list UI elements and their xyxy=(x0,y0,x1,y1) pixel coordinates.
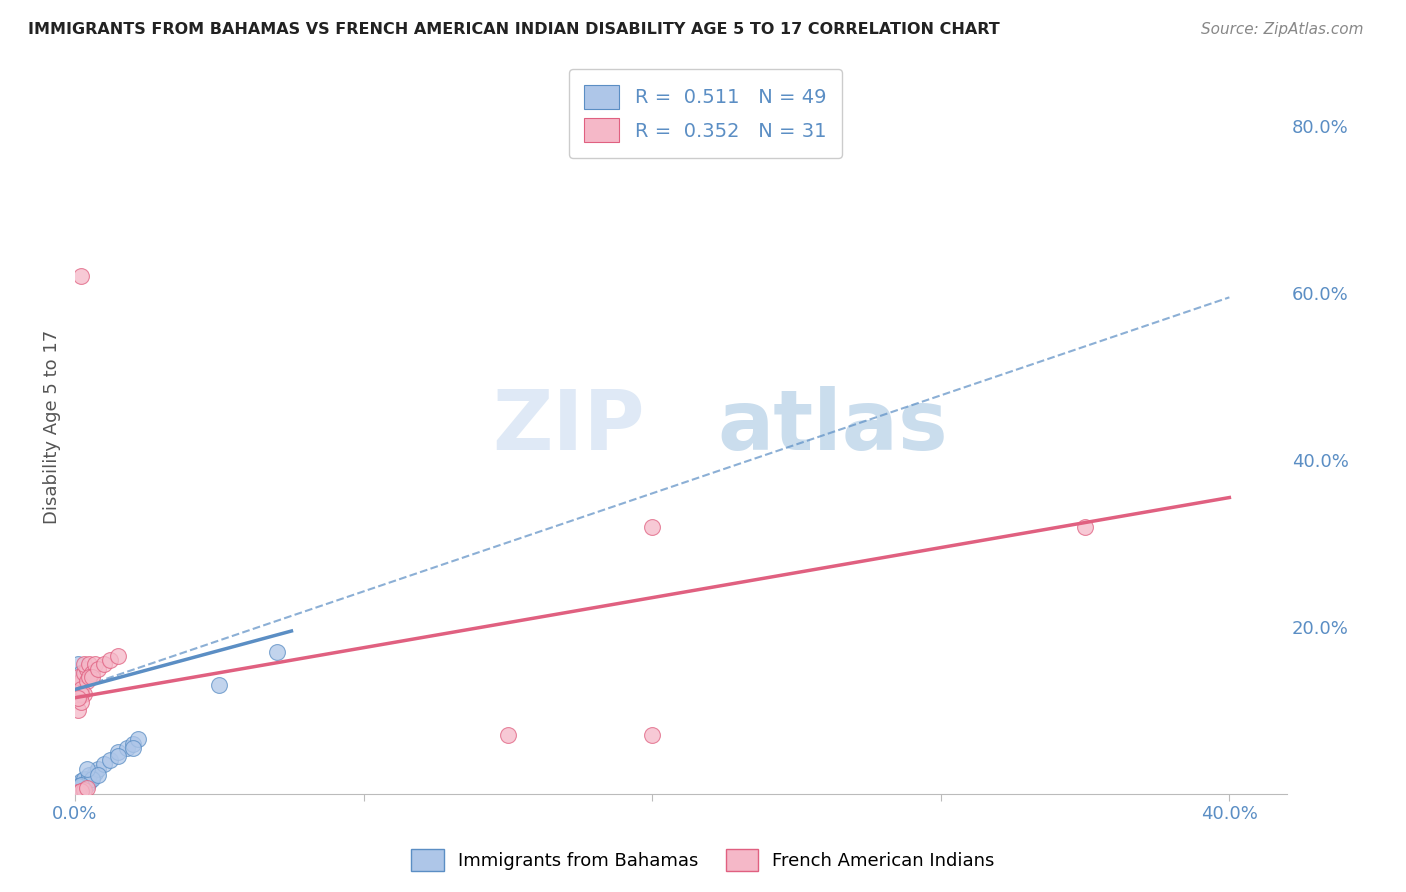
Text: Source: ZipAtlas.com: Source: ZipAtlas.com xyxy=(1201,22,1364,37)
Point xyxy=(66,781,89,796)
Point xyxy=(66,783,89,797)
Point xyxy=(76,780,98,795)
Point xyxy=(73,782,96,797)
Point xyxy=(87,762,110,776)
Point xyxy=(69,682,91,697)
Point xyxy=(66,690,89,705)
Point xyxy=(66,780,89,794)
Point xyxy=(76,762,98,776)
Point xyxy=(69,782,91,797)
Point xyxy=(208,678,231,692)
Point xyxy=(107,745,129,759)
Text: IMMIGRANTS FROM BAHAMAS VS FRENCH AMERICAN INDIAN DISABILITY AGE 5 TO 17 CORRELA: IMMIGRANTS FROM BAHAMAS VS FRENCH AMERIC… xyxy=(28,22,1000,37)
Point xyxy=(73,772,96,786)
Legend: Immigrants from Bahamas, French American Indians: Immigrants from Bahamas, French American… xyxy=(404,842,1002,879)
Point xyxy=(79,657,101,672)
Point xyxy=(496,728,519,742)
Point xyxy=(76,774,98,789)
Point xyxy=(641,520,664,534)
Point xyxy=(79,670,101,684)
Point xyxy=(76,772,98,786)
Point xyxy=(66,678,89,692)
Point xyxy=(641,728,664,742)
Point xyxy=(66,703,89,717)
Point xyxy=(73,687,96,701)
Point xyxy=(73,773,96,788)
Point xyxy=(79,768,101,782)
Text: ZIP: ZIP xyxy=(492,386,645,467)
Point xyxy=(66,779,89,793)
Point xyxy=(66,782,89,797)
Point xyxy=(69,783,91,797)
Point xyxy=(82,772,104,786)
Point xyxy=(66,777,89,791)
Point xyxy=(98,653,121,667)
Point xyxy=(73,778,96,792)
Point xyxy=(66,657,89,672)
Point xyxy=(84,765,107,780)
Point xyxy=(1074,520,1097,534)
Point xyxy=(69,674,91,689)
Point xyxy=(66,670,89,684)
Point xyxy=(73,670,96,684)
Point xyxy=(69,777,91,791)
Point xyxy=(69,780,91,795)
Point xyxy=(84,657,107,672)
Point xyxy=(93,657,115,672)
Point xyxy=(69,784,91,798)
Point xyxy=(73,777,96,791)
Point xyxy=(82,670,104,684)
Point xyxy=(107,749,129,764)
Point xyxy=(107,648,129,663)
Point xyxy=(121,740,143,755)
Point xyxy=(69,777,91,791)
Point xyxy=(73,779,96,793)
Point xyxy=(115,740,138,755)
Point xyxy=(93,757,115,772)
Point xyxy=(66,780,89,795)
Point xyxy=(98,753,121,767)
Point xyxy=(73,776,96,790)
Point xyxy=(87,768,110,782)
Point xyxy=(69,778,91,792)
Point xyxy=(76,661,98,675)
Point xyxy=(69,780,91,794)
Point xyxy=(69,665,91,680)
Point xyxy=(73,657,96,672)
Point xyxy=(82,665,104,680)
Point xyxy=(76,778,98,792)
Point xyxy=(69,774,91,789)
Point xyxy=(66,785,89,799)
Point xyxy=(79,775,101,789)
Text: atlas: atlas xyxy=(717,386,948,467)
Point xyxy=(69,687,91,701)
Point xyxy=(121,737,143,751)
Point xyxy=(87,661,110,675)
Point xyxy=(76,674,98,689)
Point xyxy=(66,786,89,800)
Point xyxy=(69,695,91,709)
Point xyxy=(73,665,96,680)
Legend: R =  0.511   N = 49, R =  0.352   N = 31: R = 0.511 N = 49, R = 0.352 N = 31 xyxy=(568,70,842,158)
Y-axis label: Disability Age 5 to 17: Disability Age 5 to 17 xyxy=(44,329,60,524)
Point xyxy=(128,732,150,747)
Point xyxy=(69,784,91,798)
Point xyxy=(66,784,89,798)
Point xyxy=(82,770,104,784)
Point xyxy=(266,645,288,659)
Point xyxy=(69,269,91,284)
Point xyxy=(66,785,89,799)
